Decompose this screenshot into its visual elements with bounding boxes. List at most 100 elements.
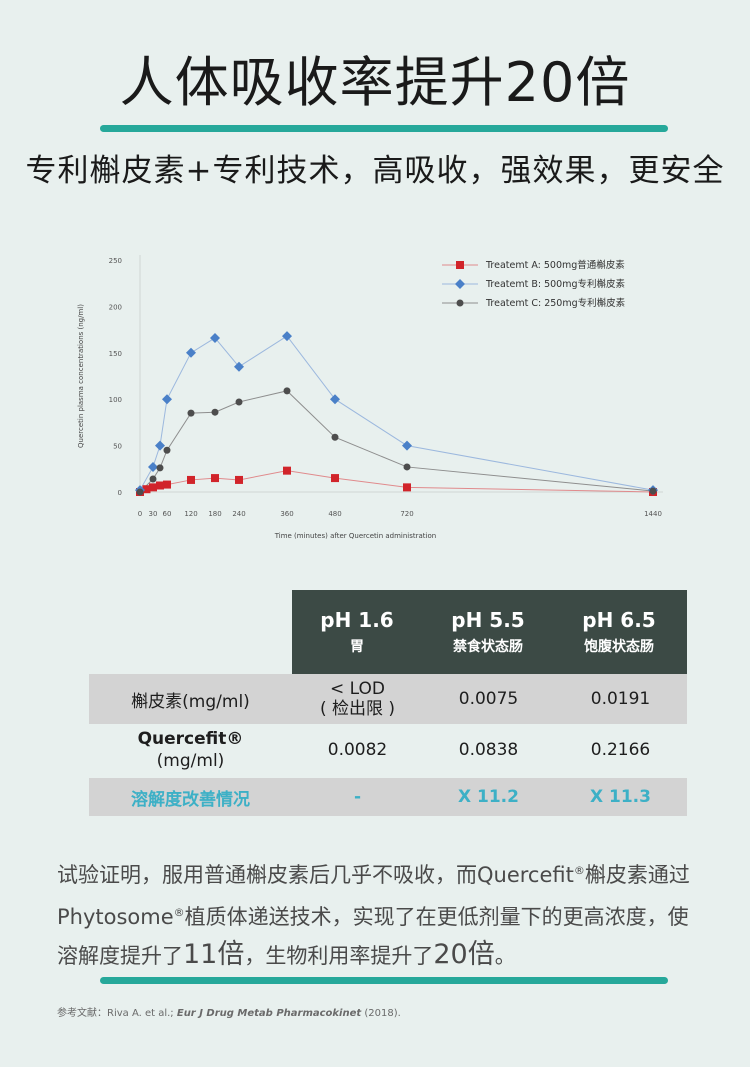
table-cell: 0.0082	[327, 740, 388, 760]
conclusion-paragraph: 试验证明，服用普通槲皮素后几乎不吸收，而Quercefit®槲皮素通过 Phyt…	[57, 852, 717, 975]
header-ph: pH 5.5	[451, 608, 525, 632]
data-point	[211, 474, 219, 483]
data-point	[142, 485, 151, 494]
data-point	[149, 483, 157, 492]
data-point	[234, 361, 244, 372]
y-tick-label: 100	[109, 396, 122, 404]
table-cell: 0.0075	[458, 689, 519, 709]
para-text: 试验证明，服用普通槲皮素后几乎不吸收，而Quercefit	[57, 863, 574, 887]
reference-journal: Eur J Drug Metab Pharmacokinet	[176, 1008, 362, 1019]
data-point	[163, 480, 171, 489]
data-point	[403, 483, 411, 492]
legend-marker	[455, 279, 465, 289]
data-point	[402, 440, 412, 451]
page-subtitle: 专利槲皮素+专利技术，高吸收，强效果，更安全	[25, 153, 725, 189]
table-cell: 0.2166	[590, 740, 651, 760]
header-cell-ph1: pH 1.6 胃	[292, 608, 422, 656]
data-point	[330, 394, 340, 405]
page-title: 人体吸收率提升20倍	[119, 51, 631, 114]
table-cell: X 11.3	[590, 787, 651, 807]
y-tick-label: 250	[109, 257, 122, 265]
x-tick-label: 60	[163, 510, 172, 518]
para-text: 。	[494, 944, 516, 968]
data-point	[162, 394, 172, 405]
table-header: pH 1.6 胃 pH 5.5 禁食状态肠 pH 6.5 饱腹状态肠	[292, 590, 687, 674]
legend-marker	[456, 299, 464, 307]
y-tick-label: 0	[118, 489, 122, 497]
data-point	[403, 463, 411, 471]
data-point	[282, 331, 292, 342]
data-point	[331, 433, 339, 441]
table-cell: 0.0838	[458, 740, 519, 760]
header-ph: pH 1.6	[320, 608, 394, 632]
pharmacokinetic-line-chart: 0 50 100 150 200 250 0 30 60 120 180 240 360 480 720 14…	[77, 255, 663, 540]
y-tick-label: 50	[113, 443, 122, 451]
x-tick-label: 720	[400, 510, 413, 518]
data-point	[283, 387, 291, 395]
data-point	[283, 466, 291, 475]
data-point	[235, 398, 243, 406]
x-tick-label: 30	[149, 510, 158, 518]
row-label: Quercefit® (mg/ml)	[89, 724, 292, 776]
data-point	[156, 464, 164, 472]
para-text: Phytosome	[57, 905, 174, 929]
x-tick-label: 480	[328, 510, 341, 518]
table-row: Quercefit® (mg/ml) 0.0082 0.0838 0.2166	[89, 724, 687, 776]
data-point	[163, 446, 171, 454]
data-point	[187, 475, 195, 484]
y-axis-label: Quercetin plasma concentrations (ng/ml)	[77, 304, 85, 448]
para-highlight: 11倍	[183, 939, 245, 970]
table-cell: 0.0191	[590, 689, 651, 709]
row-label: 溶解度改善情况	[131, 789, 250, 810]
data-point	[235, 475, 243, 484]
data-point	[187, 409, 195, 417]
header-cell-ph2: pH 5.5 禁食状态肠	[423, 608, 553, 656]
data-point	[148, 461, 158, 472]
para-text: 植质体递送技术，实现了在更低剂量下的更高浓度，使	[184, 905, 689, 929]
para-text: 溶解度提升了	[57, 944, 183, 968]
x-tick-label: 360	[280, 510, 293, 518]
table-row: 槲皮素(mg/ml) < LOD ( 检出限 ) 0.0075 0.0191	[89, 674, 687, 724]
row-label: 槲皮素(mg/ml)	[131, 691, 250, 712]
y-tick-label: 200	[109, 303, 122, 311]
reference-prefix: 参考文献：Riva A. et al.;	[57, 1008, 177, 1019]
data-point	[331, 474, 339, 483]
registered-mark: ®	[173, 906, 185, 919]
table-cell: < LOD ( 检出限 )	[292, 674, 423, 724]
data-point	[155, 440, 165, 451]
header-label: 禁食状态肠	[453, 639, 523, 655]
data-point	[211, 408, 219, 416]
x-tick-label: 180	[208, 510, 221, 518]
y-tick-label: 150	[109, 350, 122, 358]
legend-label: Treatemt C: 250mg专利槲皮素	[485, 297, 626, 309]
reference-year: (2018).	[361, 1008, 401, 1019]
x-tick-label: 1440	[644, 510, 662, 518]
x-tick-label: 240	[232, 510, 245, 518]
para-text: 槲皮素通过	[584, 863, 690, 887]
data-point	[186, 347, 196, 358]
para-text: ，生物利用率提升了	[244, 944, 434, 968]
x-tick-label: 0	[138, 510, 142, 518]
x-axis-label: Time (minutes) after Quercetin administr…	[274, 532, 437, 540]
legend-label: Treatemt B: 500mg专利槲皮素	[485, 278, 625, 290]
table-row: 溶解度改善情况 - X 11.2 X 11.3	[89, 778, 687, 816]
unit-label: (mg/ml)	[156, 751, 225, 771]
header-label: 胃	[350, 639, 364, 655]
top-divider	[100, 125, 668, 132]
cell-note: ( 检出限 )	[319, 699, 396, 719]
table-cell: -	[353, 787, 362, 807]
bottom-divider	[100, 977, 668, 984]
para-highlight: 20倍	[433, 939, 495, 970]
header-cell-ph3: pH 6.5 饱腹状态肠	[554, 608, 684, 656]
data-point	[156, 481, 164, 490]
product-name: Quercefit®	[137, 729, 244, 749]
legend-marker	[456, 261, 464, 269]
data-point	[210, 332, 220, 343]
legend-label: Treatemt A: 500mg普通槲皮素	[485, 259, 625, 271]
x-tick-label: 120	[184, 510, 197, 518]
header-ph: pH 6.5	[582, 608, 656, 632]
reference-note: 参考文献：Riva A. et al.; Eur J Drug Metab Ph…	[57, 1004, 401, 1019]
data-point	[149, 475, 157, 483]
registered-mark: ®	[573, 864, 585, 877]
data-point	[136, 488, 144, 496]
